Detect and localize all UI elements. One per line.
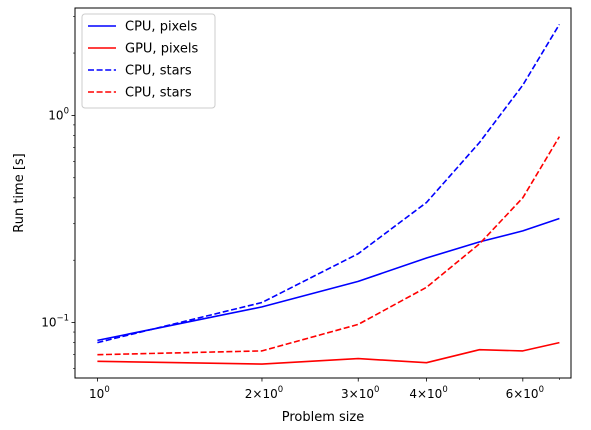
legend-label: GPU, pixels — [125, 42, 198, 57]
legend-label: CPU, stars — [125, 86, 192, 101]
series-lines — [97, 23, 561, 365]
legend-label: CPU, stars — [125, 64, 192, 79]
major-ticks: 100 2×100 3×100 4×100 6×100 10−1 100 — [41, 106, 544, 401]
series-line-4 — [97, 136, 561, 356]
series-line-2 — [97, 341, 560, 365]
x-tick-label: 4×100 — [409, 385, 447, 401]
legend-label: CPU, pixels — [125, 20, 197, 35]
legend-box — [81, 13, 216, 109]
x-tick-label: 3×100 — [341, 385, 379, 401]
x-tick-label: 6×100 — [506, 385, 544, 401]
legend: CPU, pixels GPU, pixels CPU, stars CPU, sta… — [81, 13, 216, 109]
series-line-1 — [97, 217, 560, 342]
y-tick-label: 10−1 — [41, 314, 69, 330]
series-line-3 — [97, 23, 561, 344]
plot-frame — [74, 7, 572, 379]
y-tick-label: 100 — [48, 106, 69, 122]
y-axis-label: Run time [s] — [12, 153, 27, 232]
x-tick-label: 2×100 — [245, 385, 283, 401]
x-axis-label: Problem size — [282, 410, 365, 425]
x-tick-label: 100 — [89, 385, 110, 401]
